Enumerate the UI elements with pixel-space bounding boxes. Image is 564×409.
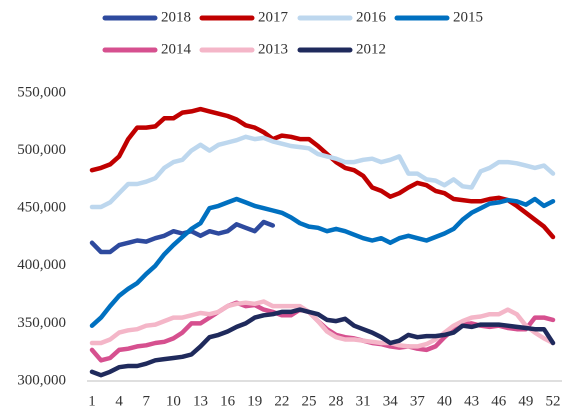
y-tick-label: 300,000 <box>17 372 66 388</box>
legend-label: 2013 <box>258 41 288 57</box>
x-tick-label: 31 <box>356 393 371 409</box>
x-tick-label: 7 <box>142 393 150 409</box>
y-tick-label: 550,000 <box>17 84 66 100</box>
legend-label: 2015 <box>453 9 483 25</box>
x-tick-label: 19 <box>247 393 262 409</box>
legend-label: 2012 <box>356 41 386 57</box>
legend-label: 2018 <box>161 9 191 25</box>
series-line <box>89 299 556 349</box>
y-tick-label: 400,000 <box>17 257 66 273</box>
x-tick-label: 37 <box>410 393 426 409</box>
x-tick-label: 34 <box>383 393 399 409</box>
legend-label: 2017 <box>258 9 289 25</box>
x-tick-label: 16 <box>220 393 236 409</box>
x-tick-label: 49 <box>518 393 533 409</box>
legend-label: 2016 <box>356 9 387 25</box>
x-tick-label: 43 <box>464 393 479 409</box>
series-line <box>89 106 556 240</box>
x-tick-label: 10 <box>166 393 181 409</box>
x-tick-label: 52 <box>546 393 561 409</box>
legend-label: 2014 <box>161 41 192 57</box>
series-line <box>89 300 556 363</box>
x-tick-label: 1 <box>88 393 96 409</box>
series-line <box>89 307 556 378</box>
x-tick-label: 13 <box>193 393 208 409</box>
x-tick-label: 25 <box>301 393 316 409</box>
y-tick-label: 500,000 <box>17 142 66 158</box>
x-tick-label: 4 <box>115 393 123 409</box>
x-tick-label: 22 <box>274 393 289 409</box>
x-tick-label: 40 <box>437 393 452 409</box>
y-tick-label: 350,000 <box>17 315 66 331</box>
series-line <box>89 196 556 328</box>
series-line <box>89 134 556 210</box>
x-tick-label: 28 <box>329 393 344 409</box>
series-line <box>89 219 276 255</box>
y-tick-label: 450,000 <box>17 200 66 216</box>
x-tick-label: 46 <box>491 393 507 409</box>
